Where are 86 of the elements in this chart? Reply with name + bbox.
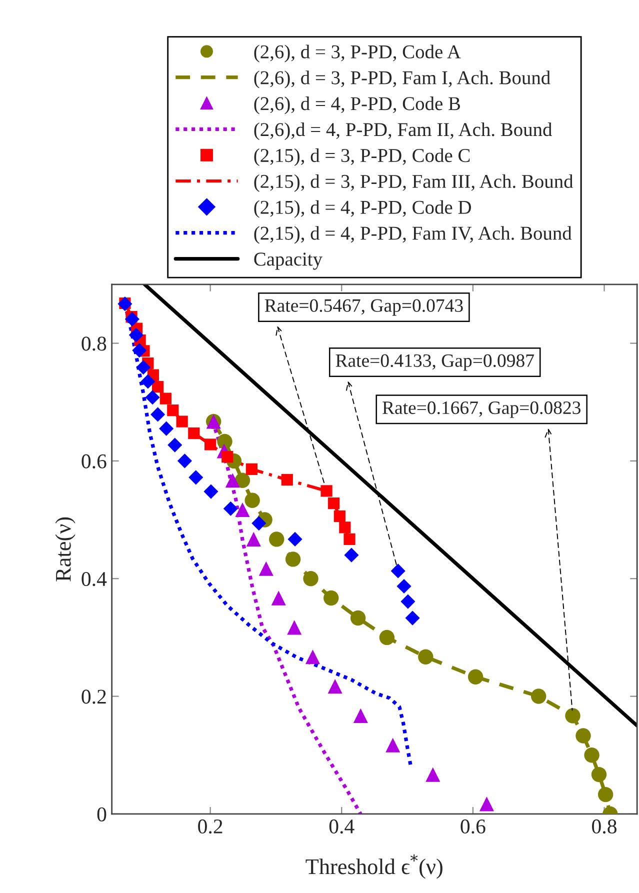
point [188, 470, 204, 485]
point [281, 474, 293, 486]
x-axis-title: Threshold ϵ$^{*}$(ν) [306, 854, 442, 879]
point [145, 390, 160, 405]
point [591, 766, 607, 782]
point [479, 796, 494, 812]
point [350, 610, 366, 626]
legend-label: (2,15), d = 4, P-PD, Code D [254, 200, 471, 218]
point [159, 421, 174, 436]
point [225, 473, 240, 488]
point [168, 438, 182, 452]
point [204, 438, 216, 450]
point [271, 590, 286, 606]
point [396, 578, 412, 594]
y-tick-label: 0.8 [82, 336, 106, 351]
x-tick-label: 0.4 [329, 819, 354, 834]
point [246, 532, 261, 546]
point [177, 454, 192, 468]
point [188, 427, 200, 440]
point [244, 492, 260, 508]
point [167, 404, 179, 416]
annotation: Rate=0.4133, Gap=0.0987 [336, 354, 534, 371]
point [584, 748, 600, 763]
point [353, 708, 368, 723]
point [160, 392, 172, 404]
point [252, 516, 266, 531]
y-tick-label: 0.6 [82, 454, 106, 468]
point [235, 502, 250, 518]
x-tick-label: 0.6 [460, 819, 486, 834]
point [246, 463, 258, 475]
legend-label: (2,6),d = 4, P-PD, Fam II, Ach. Bound [254, 122, 552, 140]
point [530, 688, 546, 704]
point [339, 522, 351, 534]
point [287, 620, 302, 635]
point [258, 561, 274, 576]
y-tick-label: 0 [97, 807, 106, 822]
point [132, 343, 147, 358]
annotation: Rate=0.5467, Gap=0.0743 [264, 299, 463, 316]
point [176, 416, 188, 428]
legend-label: (2,6), d = 3, P-PD, Code A [254, 44, 461, 62]
point [334, 510, 346, 522]
point [234, 472, 250, 488]
point [418, 649, 434, 664]
legend-label: Capacity [254, 252, 322, 270]
point [598, 786, 614, 802]
y-axis-title: Rate(ν) [55, 517, 76, 582]
point [565, 708, 580, 724]
point [140, 374, 156, 389]
legend-label: (2,6), d = 3, P-PD, Fam I, Ach. Bound [254, 70, 550, 88]
point [576, 728, 591, 744]
point [468, 669, 484, 684]
y-tick-label: 0.2 [82, 690, 106, 704]
point [320, 485, 332, 497]
legend-label: (2,6), d = 4, P-PD, Code B [254, 96, 460, 114]
legend-label: (2,15), d = 3, P-PD, Code C [254, 148, 470, 166]
point [204, 484, 218, 499]
point [400, 594, 416, 609]
point [303, 571, 318, 586]
point [379, 630, 395, 646]
point [269, 532, 284, 547]
point [152, 380, 164, 393]
point [305, 650, 320, 664]
point [328, 679, 342, 694]
point [128, 328, 144, 342]
point [223, 501, 238, 516]
point [344, 533, 356, 546]
point [217, 434, 232, 450]
point [285, 552, 301, 567]
point [136, 360, 151, 375]
point [288, 532, 302, 546]
y-tick-label: 0.4 [82, 572, 107, 586]
point [150, 407, 166, 422]
x-tick-label: 0.8 [592, 819, 616, 834]
legend-label: (2,15), d = 4, P-PD, Fam IV, Ach. Bound [254, 226, 572, 244]
point [222, 451, 234, 463]
point [124, 312, 140, 326]
point [344, 548, 359, 562]
x-tick-label: 0.2 [198, 819, 222, 834]
annotation: Rate=0.1667, Gap=0.0823 [382, 401, 580, 418]
point [390, 564, 406, 578]
point [405, 610, 420, 626]
legend-label: (2,15), d = 3, P-PD, Fam III, Ach. Bound [254, 174, 574, 192]
point [328, 497, 340, 510]
point [386, 738, 400, 752]
point [324, 590, 339, 606]
point [426, 767, 440, 782]
